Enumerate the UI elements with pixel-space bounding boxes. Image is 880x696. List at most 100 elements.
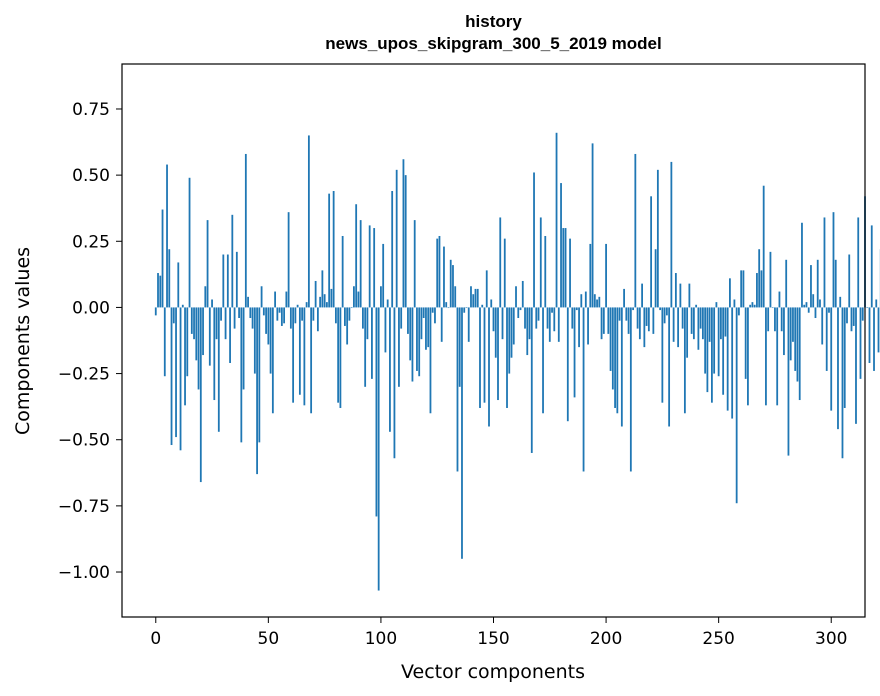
bar	[866, 307, 869, 309]
bar	[238, 307, 240, 319]
bar	[402, 159, 405, 308]
bar	[819, 299, 821, 308]
bar	[605, 243, 607, 308]
x-axis-label: Vector components	[401, 661, 585, 683]
bar	[638, 307, 641, 340]
bar	[670, 161, 673, 308]
bar	[253, 307, 256, 374]
bar	[711, 307, 713, 403]
bar	[600, 307, 603, 340]
bar	[154, 307, 157, 316]
bar	[213, 307, 216, 401]
bar	[348, 307, 351, 321]
bar	[629, 307, 632, 472]
bar	[539, 217, 542, 308]
bar	[474, 288, 477, 308]
bar	[668, 307, 671, 427]
bar	[438, 235, 441, 308]
bar	[661, 307, 664, 403]
bar	[447, 307, 450, 309]
bar	[420, 307, 423, 340]
bar	[717, 307, 720, 377]
bar	[262, 307, 265, 316]
bar	[332, 191, 335, 308]
bar	[413, 220, 416, 308]
bar	[434, 307, 436, 324]
bar	[269, 307, 272, 374]
bar	[389, 307, 391, 432]
bar	[760, 270, 763, 308]
bar	[652, 307, 655, 334]
bar	[377, 307, 380, 591]
bar	[735, 307, 738, 504]
bar	[620, 307, 623, 427]
bar	[695, 304, 698, 308]
bar	[199, 307, 202, 483]
bar	[807, 307, 810, 313]
bar	[699, 307, 702, 329]
bar	[524, 307, 526, 329]
bar	[510, 307, 513, 358]
bar	[729, 278, 731, 308]
bar	[598, 296, 601, 308]
bar	[828, 307, 830, 313]
bar	[157, 273, 159, 308]
bar	[544, 235, 547, 308]
y-tick-label: 0.75	[72, 100, 110, 120]
bar	[749, 304, 752, 308]
bar	[706, 307, 709, 393]
bar	[215, 307, 218, 340]
bar	[578, 307, 580, 348]
bar	[512, 307, 515, 345]
x-tick-label: 250	[702, 629, 734, 649]
bar	[724, 307, 727, 337]
bar	[515, 286, 517, 308]
bar	[249, 307, 252, 319]
bar	[307, 135, 310, 308]
bar	[323, 294, 326, 308]
bar	[416, 307, 418, 371]
bar	[778, 291, 781, 308]
bar	[283, 307, 286, 324]
bar	[738, 307, 740, 316]
bar	[481, 304, 484, 308]
bar	[557, 307, 560, 342]
bar	[452, 265, 454, 308]
bar	[242, 307, 245, 390]
bar	[382, 243, 385, 308]
y-tick-label: 0.25	[72, 232, 110, 252]
bar	[472, 294, 475, 308]
x-tick-label: 300	[815, 629, 847, 649]
bar	[244, 153, 247, 308]
bar	[665, 307, 668, 316]
y-tick-label: −0.75	[58, 497, 110, 517]
bar	[260, 286, 263, 308]
bar	[161, 209, 164, 308]
bar	[330, 288, 333, 308]
bar	[373, 228, 376, 308]
bar	[825, 307, 828, 371]
bar	[357, 291, 360, 308]
bar	[276, 307, 279, 321]
bar	[508, 307, 511, 374]
bar	[839, 296, 842, 308]
bar	[443, 246, 445, 308]
bar	[587, 307, 589, 345]
bar	[280, 307, 283, 326]
bar	[870, 225, 873, 308]
bar	[785, 259, 788, 308]
y-tick-label: 0.00	[72, 298, 110, 318]
bar	[801, 222, 803, 308]
bar	[359, 220, 362, 308]
bar	[461, 307, 463, 559]
bar	[186, 307, 189, 377]
bar	[632, 307, 634, 311]
bar	[562, 228, 565, 308]
bar	[697, 307, 700, 350]
bar	[411, 307, 414, 382]
bar	[753, 304, 756, 308]
y-tick-label: −0.50	[58, 431, 110, 451]
bar	[386, 299, 389, 308]
